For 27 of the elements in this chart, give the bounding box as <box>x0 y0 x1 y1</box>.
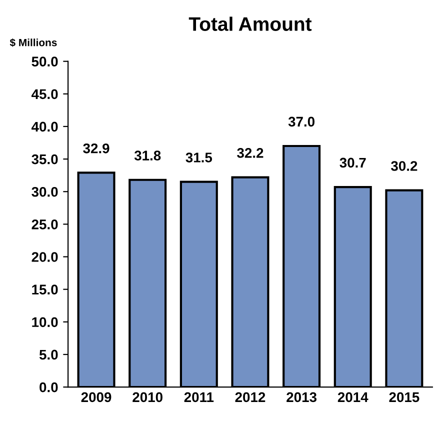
x-tick-label: 2012 <box>235 392 266 402</box>
y-tick-label: 30.0 <box>32 186 58 197</box>
y-tick-label: 25.0 <box>32 220 58 230</box>
y-tick-label: 50.0 <box>32 56 58 67</box>
data-label: 37.0 <box>288 116 314 127</box>
data-label: 30.2 <box>390 161 418 171</box>
y-tick-label: 10.0 <box>32 317 58 328</box>
y-tick-label: 15.0 <box>32 284 58 294</box>
x-tick-label: 2015 <box>389 392 420 402</box>
y-axis-title: $ Millions <box>10 38 57 47</box>
y-tick-label: 40.0 <box>32 122 58 132</box>
y-tick-label: 35.0 <box>32 154 58 164</box>
y-tick-label: 45.0 <box>32 89 58 100</box>
y-tick-label: 20.0 <box>32 252 58 262</box>
y-tick-label: 0.0 <box>40 382 58 392</box>
x-tick-label: 2010 <box>132 392 162 402</box>
chart-title: Total Amount <box>188 16 312 31</box>
data-label: 32.9 <box>83 143 110 154</box>
data-label: 31.5 <box>186 152 212 162</box>
data-label: 31.8 <box>134 150 161 160</box>
x-tick-label: 2009 <box>81 392 112 402</box>
data-label: 32.2 <box>237 148 264 158</box>
y-tick-label: 5.0 <box>39 350 58 360</box>
data-label: 30.7 <box>340 158 366 168</box>
x-tick-label: 2011 <box>184 392 214 402</box>
x-tick-label: 2014 <box>338 392 368 402</box>
x-tick-label: 2013 <box>286 392 316 402</box>
